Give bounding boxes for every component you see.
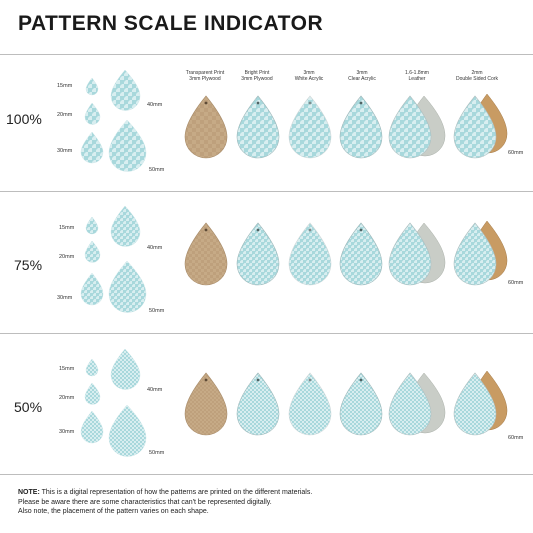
earring-bright-plywood: [236, 372, 280, 436]
footnote-line-3: Also note, the placement of the pattern …: [18, 508, 209, 515]
swatch-15mm: [85, 77, 99, 96]
swatch-15mm: [85, 358, 99, 377]
size-label-50mm: 50mm: [149, 450, 165, 456]
earring-white-acrylic: [288, 95, 332, 159]
footnote-line-2: Please be aware there are some character…: [18, 498, 272, 506]
size-label-40mm: 40mm: [147, 245, 163, 251]
swatch-50mm: [108, 260, 147, 313]
divider-1: [0, 191, 533, 192]
earring-white-acrylic: [288, 222, 332, 286]
earring-bright-plywood: [236, 222, 280, 286]
material-label-transparent-plywood: Transparent Print 3mm Plywood: [185, 70, 225, 82]
scale-label-100: 100%: [6, 111, 42, 127]
material-label-cork: 2mm Double Sided Cork: [456, 70, 498, 82]
earring-cork-front: [453, 372, 497, 436]
swatch-40mm: [110, 348, 141, 390]
earring-leather-front: [388, 222, 432, 286]
footnote: NOTE: This is a digital representation o…: [18, 488, 518, 517]
size-label-15mm: 15mm: [59, 225, 75, 231]
material-label-clear-acrylic: 3mm Clear Acrylic: [348, 70, 376, 82]
size-label-20mm: 20mm: [59, 395, 75, 401]
earring-white-acrylic: [288, 372, 332, 436]
size-label-15mm: 15mm: [59, 366, 75, 372]
size-label-60mm: 60mm: [508, 280, 524, 286]
row-75-shapes: [80, 205, 508, 313]
swatch-20mm: [84, 102, 101, 125]
swatch-20mm: [84, 382, 101, 405]
size-label-30mm: 30mm: [57, 148, 73, 154]
size-label-40mm: 40mm: [147, 102, 163, 108]
size-label-20mm: 20mm: [57, 112, 73, 118]
swatch-40mm: [110, 205, 141, 247]
earring-clear-acrylic: [339, 222, 383, 286]
row-50-shapes: [80, 348, 508, 457]
divider-2: [0, 333, 533, 334]
row-100-shapes: [80, 69, 508, 172]
divider-top: [0, 54, 533, 55]
earring-transparent-plywood: [184, 222, 228, 286]
earring-cork-front: [453, 95, 497, 159]
size-label-60mm: 60mm: [508, 150, 524, 156]
size-label-40mm: 40mm: [147, 387, 163, 393]
earring-transparent-plywood: [184, 95, 228, 159]
swatch-50mm: [108, 404, 147, 457]
size-label-15mm: 15mm: [57, 83, 73, 89]
scale-label-50: 50%: [14, 399, 43, 415]
swatch-20mm: [84, 240, 101, 263]
earring-leather-front: [388, 95, 432, 159]
earring-leather-front: [388, 372, 432, 436]
earring-cork-front: [453, 222, 497, 286]
earring-transparent-plywood: [184, 372, 228, 436]
material-label-bright-plywood: Bright Print 3mm Plywood: [241, 70, 273, 82]
divider-bottom: [0, 474, 533, 475]
size-label-30mm: 30mm: [59, 429, 75, 435]
size-label-50mm: 50mm: [149, 308, 165, 314]
material-label-white-acrylic: 3mm White Acrylic: [294, 70, 324, 82]
page-title: PATTERN SCALE INDICATOR: [18, 12, 324, 35]
swatch-50mm: [108, 119, 147, 172]
material-label-leather: 1.6-1.8mm Leather: [405, 70, 429, 82]
footnote-line-1: NOTE: This is a digital representation o…: [18, 489, 313, 496]
earring-bright-plywood: [236, 95, 280, 159]
earring-clear-acrylic: [339, 95, 383, 159]
size-label-60mm: 60mm: [508, 435, 524, 441]
note-label: NOTE:: [18, 489, 40, 496]
earring-clear-acrylic: [339, 372, 383, 436]
size-label-20mm: 20mm: [59, 254, 75, 260]
swatch-30mm: [80, 410, 104, 444]
swatch-15mm: [85, 216, 99, 235]
swatch-40mm: [110, 69, 141, 111]
swatch-30mm: [80, 131, 104, 164]
size-label-30mm: 30mm: [57, 295, 73, 301]
swatch-30mm: [80, 272, 104, 306]
size-label-50mm: 50mm: [149, 167, 165, 173]
scale-label-75: 75%: [14, 257, 43, 273]
